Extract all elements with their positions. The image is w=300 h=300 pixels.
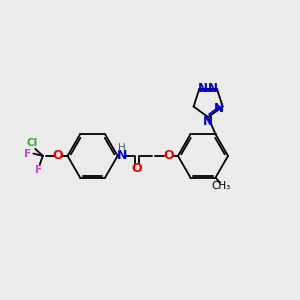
Text: Cl: Cl xyxy=(26,138,37,148)
Text: N: N xyxy=(203,115,213,128)
Text: O: O xyxy=(132,162,142,175)
Text: N: N xyxy=(208,82,218,95)
Text: N: N xyxy=(198,82,208,95)
Text: N: N xyxy=(214,101,224,115)
Text: H: H xyxy=(118,142,126,153)
Text: O: O xyxy=(163,149,174,162)
Text: F: F xyxy=(35,165,42,175)
Text: CH₃: CH₃ xyxy=(212,181,231,191)
Text: O: O xyxy=(53,149,63,162)
Text: N: N xyxy=(117,149,128,162)
Text: F: F xyxy=(24,148,31,158)
